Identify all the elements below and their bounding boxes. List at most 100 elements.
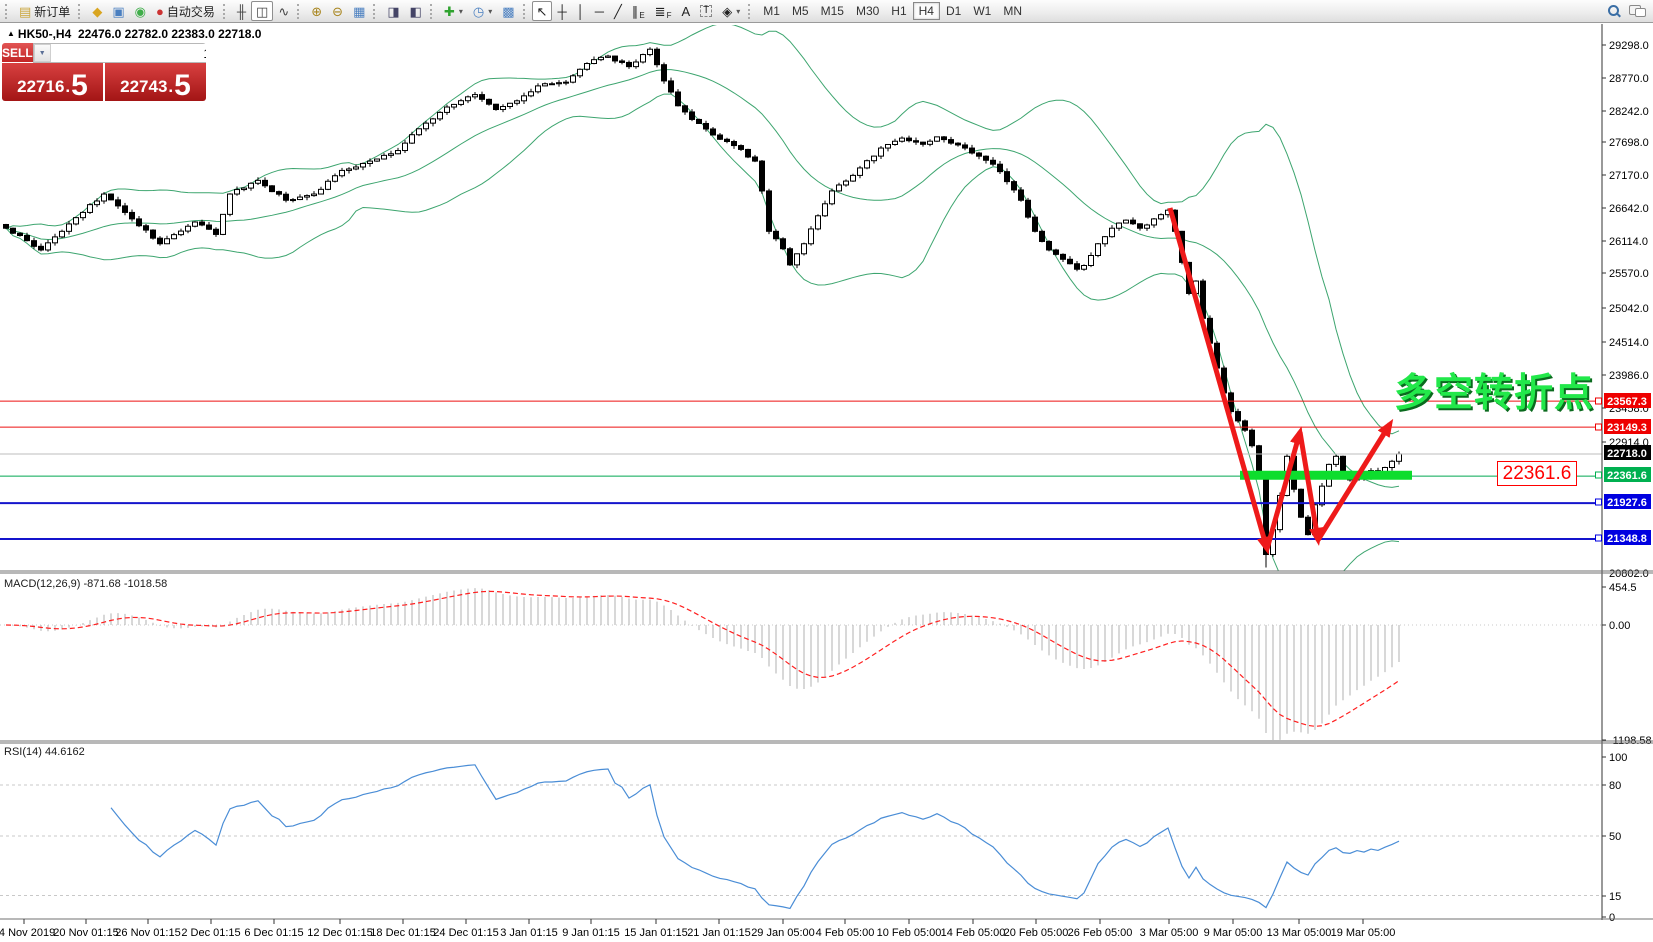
rsi-pane xyxy=(0,764,1602,910)
profile-icon-glyph: ◆ xyxy=(92,3,103,19)
pane-separators[interactable] xyxy=(0,570,1653,920)
fibonacci-tool-button[interactable]: ≣ F xyxy=(654,3,672,21)
profile-icon[interactable]: ◆ xyxy=(87,1,107,21)
time-axis-label: 2 Dec 01:15 xyxy=(181,927,240,939)
trendline-tool-button[interactable]: ╱ xyxy=(609,1,627,21)
toolbar: ▤ 新订单 ◆ ▣ ◉ ● 自动交易 ╫ ◫ ∿ ⊕ ⊖ ▦ ◨ ◧ ✚ ▾ ◷ ▾ ▩ ↖ ┼ │ ─ ╱ ∥ E ≣ F A T ◈ ▾ M1… xyxy=(0,0,1653,23)
timeframe-w1[interactable]: W1 xyxy=(973,4,992,18)
autotrade-button[interactable]: ● 自动交易 xyxy=(151,1,220,21)
buy-price-dot: . xyxy=(168,77,174,96)
price-label-text: 21927.6 xyxy=(1607,497,1647,509)
price-note-box[interactable]: 22361.6 xyxy=(1497,461,1577,486)
time-axis-label: 18 Dec 01:15 xyxy=(370,927,435,939)
level-anchor-square xyxy=(1595,397,1602,405)
timeframe-d1[interactable]: D1 xyxy=(945,4,962,18)
sell-button[interactable]: SELL xyxy=(2,43,33,63)
label-tool-button[interactable]: T xyxy=(695,1,717,21)
shapes-tool-glyph: ◈ xyxy=(722,3,733,19)
search-icon[interactable] xyxy=(1608,4,1621,18)
terminal-icon-glyph: ▣ xyxy=(112,3,125,19)
volume-down-button[interactable]: ▼ xyxy=(33,44,51,62)
line-chart-glyph: ∿ xyxy=(278,3,290,19)
channel-tool-button[interactable]: ∥ E xyxy=(631,3,645,21)
shapes-tool-button[interactable]: ◈ ▾ xyxy=(717,1,745,21)
community-chat-icon[interactable] xyxy=(1629,5,1646,17)
chart-title: ▲ HK50-,H4 22476.0 22782.0 22383.0 22718.… xyxy=(7,27,261,41)
label-tool-glyph: T xyxy=(700,5,713,17)
autotrade-glyph: ● xyxy=(155,3,164,19)
fibonacci-tool-glyph: ≣ xyxy=(654,3,666,19)
text-tool-button[interactable]: A xyxy=(676,1,695,21)
vertical-line-tool-button[interactable]: │ xyxy=(572,1,590,21)
rsi-scale-label: 15 xyxy=(1609,891,1621,903)
periods-button[interactable]: ◷ ▾ xyxy=(468,1,497,21)
toolbar-button-label: 新订单 xyxy=(34,4,71,19)
rsi-scale-label: 80 xyxy=(1609,780,1621,792)
time-axis-label: 24 Dec 01:15 xyxy=(433,927,498,939)
add-indicator-button[interactable]: ✚ ▾ xyxy=(439,1,468,21)
volume-input[interactable] xyxy=(50,44,206,62)
sell-price[interactable]: 22716. 5 xyxy=(2,63,103,101)
horizontal-line-tool-button[interactable]: ─ xyxy=(590,1,609,21)
buy-price-frac: 5 xyxy=(174,68,191,101)
level-anchor-square xyxy=(1595,471,1602,479)
zoom-in-glyph: ⊕ xyxy=(311,3,323,19)
toolbar-grip xyxy=(78,3,84,19)
cursor-tool-glyph: ↖ xyxy=(536,3,548,19)
toolbar-grip xyxy=(429,3,436,19)
zoom-out-button[interactable]: ⊖ xyxy=(327,1,348,21)
price-label-box xyxy=(1604,467,1651,482)
dropdown-arrow-icon: ▾ xyxy=(488,6,493,16)
line-chart-button[interactable]: ∿ xyxy=(273,1,294,21)
templates-button[interactable]: ▩ xyxy=(497,1,519,21)
timeframe-mn[interactable]: MN xyxy=(1003,4,1022,18)
tile-windows-button[interactable]: ▦ xyxy=(348,1,370,21)
trend-arrows[interactable] xyxy=(1167,207,1394,555)
timeframe-m15[interactable]: M15 xyxy=(820,4,844,18)
price-label-box xyxy=(1604,393,1651,408)
new-indicator-window-button[interactable]: ◨ xyxy=(382,1,404,21)
bar-chart-glyph: ╫ xyxy=(236,3,247,19)
macd-scale-label: 0.00 xyxy=(1609,620,1630,632)
price-label-text: 22361.6 xyxy=(1607,470,1647,482)
toolbar-grip xyxy=(222,3,229,19)
timeframe-h4[interactable]: H4 xyxy=(912,2,940,20)
bar-chart-button[interactable]: ╫ xyxy=(232,1,251,21)
macd-scale-label: 454.5 xyxy=(1609,582,1637,594)
new-order-button[interactable]: ▤ 新订单 xyxy=(14,1,75,21)
crosshair-tool-button[interactable]: ┼ xyxy=(552,1,571,21)
price-axis[interactable]: 29298.0 28770.0 28242.0 27698.0 27170.0 26642… xyxy=(1595,24,1652,924)
chart-ohlc-values: 22476.0 22782.0 22383.0 22718.0 xyxy=(77,27,262,41)
candle-chart-button[interactable]: ◫ xyxy=(251,1,274,21)
level-lines-layer[interactable] xyxy=(0,400,1602,541)
chart-shift-button[interactable]: ◧ xyxy=(405,1,427,21)
vertical-line-tool-glyph: │ xyxy=(576,3,585,19)
buy-price[interactable]: 22743. 5 xyxy=(105,63,206,101)
timeframe-m1[interactable]: M1 xyxy=(763,4,780,18)
new-order-glyph: ▤ xyxy=(19,3,32,19)
rsi-scale-label: 0 xyxy=(1609,912,1615,924)
price-tick-label: 25570.0 xyxy=(1609,268,1649,280)
signal-icon[interactable]: ◉ xyxy=(130,1,151,21)
toolbar-grip xyxy=(297,3,303,19)
price-tick-label: 26642.0 xyxy=(1609,203,1649,215)
chart-symbol-period: HK50-,H4 xyxy=(17,27,72,41)
trendline-tool-glyph: ╱ xyxy=(614,3,622,19)
price-tick-label: 25042.0 xyxy=(1609,303,1649,315)
zoom-in-button[interactable]: ⊕ xyxy=(306,1,327,21)
time-axis-label: 29 Jan 05:00 xyxy=(751,927,815,939)
timeframe-m30[interactable]: M30 xyxy=(855,4,880,18)
cursor-tool-button[interactable]: ↖ xyxy=(531,1,553,21)
time-axis-label: 12 Dec 01:15 xyxy=(307,927,372,939)
terminal-icon[interactable]: ▣ xyxy=(107,1,129,21)
chart-text-annotation[interactable]: 多空转折点 xyxy=(1394,372,1595,415)
timeframe-m5[interactable]: M5 xyxy=(791,4,809,18)
text-tool-glyph: A xyxy=(681,3,691,19)
timeframe-h1[interactable]: H1 xyxy=(891,4,907,18)
symbol-arrow-icon: ▲ xyxy=(7,29,15,38)
price-label-text: 23567.3 xyxy=(1607,396,1647,408)
add-indicator-glyph: ✚ xyxy=(443,3,455,19)
